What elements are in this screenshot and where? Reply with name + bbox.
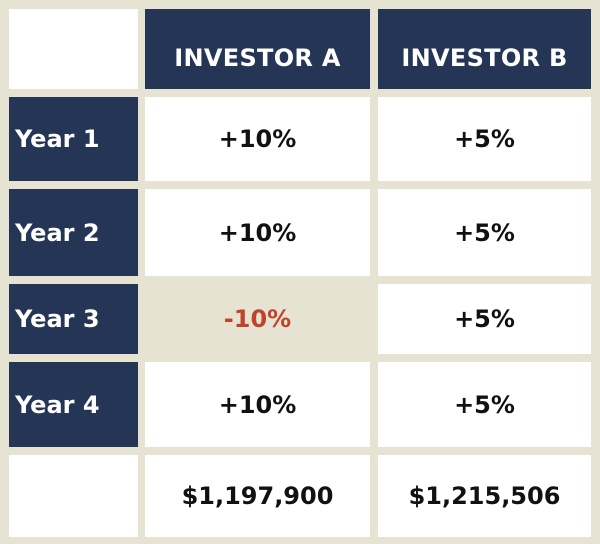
totals-label-cell: [9, 455, 138, 537]
cell-year-2-investor-a: +10%: [145, 189, 370, 276]
row-label-year-3: Year 3: [9, 284, 138, 354]
cell-year-3-investor-b: +5%: [378, 284, 591, 354]
cell-year-4-investor-b: +5%: [378, 362, 591, 447]
row-label-year-1: Year 1: [9, 97, 138, 181]
column-header-investor-a: INVESTOR A: [145, 9, 370, 89]
column-header-investor-b: INVESTOR B: [378, 9, 591, 89]
corner-cell: [9, 9, 138, 89]
total-investor-a: $1,197,900: [145, 455, 370, 537]
row-label-year-2: Year 2: [9, 189, 138, 276]
cell-year-3-investor-a-loss: -10%: [145, 284, 370, 354]
cell-year-4-investor-a: +10%: [145, 362, 370, 447]
cell-year-1-investor-a: +10%: [145, 97, 370, 181]
row-label-year-4: Year 4: [9, 362, 138, 447]
total-investor-b: $1,215,506: [378, 455, 591, 537]
cell-year-1-investor-b: +5%: [378, 97, 591, 181]
cell-year-2-investor-b: +5%: [378, 189, 591, 276]
